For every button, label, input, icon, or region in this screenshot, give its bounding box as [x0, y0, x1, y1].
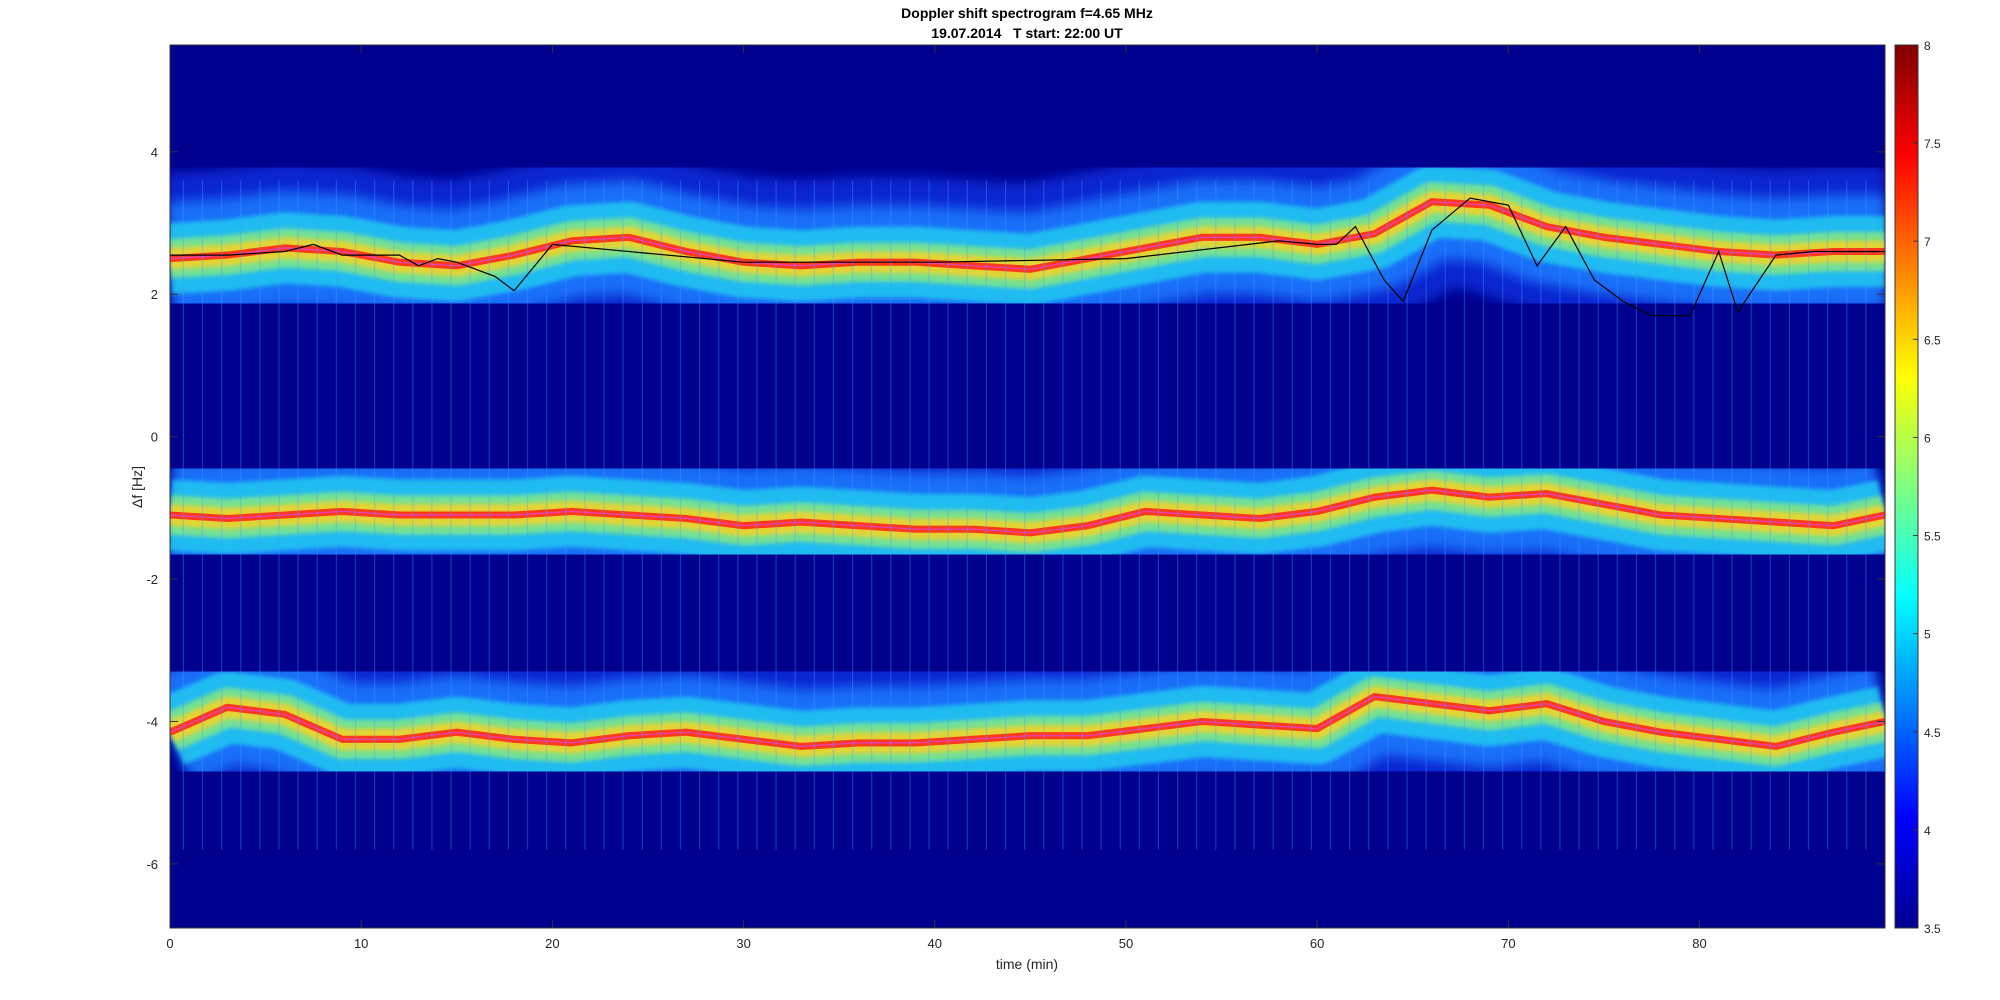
band-1-center-line [170, 201, 1885, 270]
x-tick-label: 10 [354, 936, 368, 951]
y-tick-label: -2 [146, 572, 158, 587]
colorbar-tick-label: 4.5 [1924, 726, 1941, 740]
colorbar-tick-label: 7 [1924, 235, 1931, 249]
x-tick-label: 60 [1310, 936, 1324, 951]
band-3-center-line [170, 695, 1885, 748]
x-tick-label: 20 [545, 936, 559, 951]
spectrogram-bands [170, 116, 1885, 832]
colorbar-tick-label: 6 [1924, 431, 1931, 445]
y-axis: -6 -4 -2 0 2 4 [146, 145, 1885, 872]
colorbar-tick-label: 3.5 [1924, 922, 1941, 936]
chart-title: Doppler shift spectrogram f=4.65 MHz [901, 5, 1153, 21]
colorbar-ticks: 3.5 4 4.5 5 5.5 6 6.5 7 7.5 8 [1913, 39, 1941, 936]
plot-frame [169, 44, 1886, 929]
x-axis-label: time (min) [996, 956, 1058, 972]
chart-subtitle: 19.07.2014 T start: 22:00 UT [931, 25, 1123, 41]
y-tick-label: 0 [151, 430, 158, 445]
y-tick-label: -6 [146, 857, 158, 872]
colorbar-tick-label: 5 [1924, 628, 1931, 642]
spectrogram-vertical-streaks [182, 180, 1867, 850]
y-tick-label: -4 [146, 714, 158, 729]
x-tick-label: 30 [736, 936, 750, 951]
x-tick-label: 80 [1692, 936, 1706, 951]
x-tick-label: 40 [928, 936, 942, 951]
colorbar-tick-label: 6.5 [1924, 333, 1941, 347]
colorbar-tick-label: 4 [1924, 824, 1931, 838]
doppler-traces [170, 197, 1885, 317]
colorbar-tick-label: 8 [1924, 39, 1931, 53]
y-tick-label: 2 [151, 287, 158, 302]
spectral-band-3 [170, 611, 1885, 832]
spectral-band-1 [170, 116, 1885, 355]
colorbar-tick-label: 5.5 [1924, 530, 1941, 544]
y-tick-label: 4 [151, 145, 158, 160]
x-tick-label: 0 [166, 936, 173, 951]
black-trace-line [170, 197, 1885, 317]
x-tick-label: 50 [1119, 936, 1133, 951]
x-axis: 0 10 20 30 40 50 60 70 80 [166, 45, 1707, 951]
band-2-center-line [170, 489, 1885, 534]
colorbar [1894, 44, 1919, 929]
spectral-band-2 [170, 404, 1885, 619]
y-axis-label: Δf [Hz] [129, 466, 145, 508]
colorbar-tick-label: 7.5 [1924, 137, 1941, 151]
x-tick-label: 70 [1501, 936, 1515, 951]
